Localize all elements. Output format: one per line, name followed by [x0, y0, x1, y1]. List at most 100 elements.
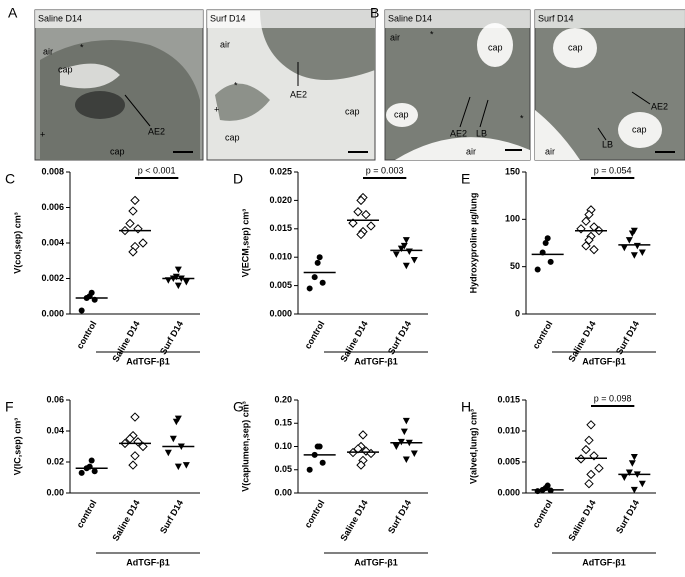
- image-label: *: [430, 29, 434, 39]
- y-tick-label: 0.002: [41, 273, 64, 283]
- image-label: AE2: [651, 101, 668, 111]
- y-tick-label: 0.015: [497, 394, 520, 404]
- point: [625, 237, 633, 244]
- p-value: p = 0.003: [366, 165, 404, 175]
- point: [319, 279, 326, 286]
- y-tick-label: 100: [505, 214, 520, 224]
- image-label: air: [390, 32, 400, 42]
- frame-title: Saline D14: [38, 13, 82, 23]
- point: [405, 248, 413, 256]
- point: [397, 245, 405, 253]
- x-tick-label: control: [303, 498, 327, 529]
- p-value: p = 0.054: [594, 165, 632, 175]
- point: [589, 244, 599, 255]
- y-tick-label: 0.004: [41, 237, 64, 247]
- point: [182, 462, 190, 469]
- panel-letter: E: [461, 171, 470, 187]
- group-label: AdTGF-β1: [126, 557, 170, 567]
- image-label: +: [214, 104, 219, 114]
- group-label: AdTGF-β1: [582, 557, 626, 567]
- p-value: p = 0.098: [594, 393, 632, 403]
- point: [138, 238, 148, 248]
- point: [628, 230, 636, 238]
- point: [88, 457, 95, 464]
- point: [306, 285, 313, 292]
- y-tick-label: 0.015: [269, 223, 292, 233]
- point: [128, 460, 138, 470]
- x-tick-label: control: [75, 319, 99, 350]
- y-tick-label: 0.00: [46, 487, 64, 497]
- point: [182, 279, 190, 286]
- micrograph-a: A Saline D14 air cap * + AE2 cap Surf D1…: [8, 5, 376, 161]
- y-axis-label: V(IC,sep) cm³: [12, 418, 22, 476]
- point: [586, 420, 596, 430]
- airspace: [535, 110, 580, 160]
- point: [630, 486, 638, 494]
- point: [638, 480, 646, 488]
- point: [576, 224, 586, 234]
- frame-title: Surf D14: [210, 13, 246, 23]
- p-value: p < 0.001: [138, 165, 176, 175]
- point: [138, 441, 148, 452]
- point: [78, 469, 85, 476]
- point: [356, 460, 366, 470]
- image-label: air: [220, 39, 230, 49]
- x-tick-label: Surf D14: [614, 319, 641, 356]
- image-label: AE2: [450, 128, 467, 138]
- image-label: air: [43, 46, 53, 56]
- image-label: cap: [110, 146, 125, 156]
- group-label: AdTGF-β1: [126, 356, 170, 366]
- point: [586, 469, 596, 480]
- image-label: cap: [345, 106, 360, 116]
- y-tick-label: 0.005: [497, 456, 520, 466]
- y-tick-label: 0.06: [46, 394, 64, 404]
- arrow: [479, 99, 489, 128]
- point: [316, 254, 323, 261]
- image-label: cap: [225, 132, 240, 142]
- micrograph-b: B Saline D14 air * cap cap AE2 LB * air …: [370, 5, 685, 161]
- arrow: [631, 91, 651, 105]
- y-tick-label: 0.000: [41, 308, 64, 318]
- tissue: [215, 83, 270, 121]
- point: [91, 468, 98, 475]
- x-tick-label: Saline D14: [110, 498, 141, 542]
- point: [128, 206, 138, 216]
- y-tick-label: 0.00: [274, 487, 292, 497]
- image-label: air: [545, 146, 555, 156]
- y-tick-label: 0.010: [269, 252, 292, 262]
- point: [633, 242, 641, 250]
- point: [402, 456, 410, 464]
- x-tick-label: control: [303, 319, 327, 350]
- y-tick-label: 0.02: [46, 456, 64, 466]
- point: [581, 241, 591, 251]
- point: [542, 240, 549, 246]
- point: [584, 435, 594, 446]
- capillary: [386, 103, 418, 127]
- x-tick-label: control: [531, 319, 555, 350]
- x-tick-label: Saline D14: [566, 498, 597, 542]
- arrow: [124, 94, 151, 127]
- point: [584, 478, 594, 489]
- point: [534, 266, 541, 273]
- image-label: LB: [602, 139, 613, 149]
- image-label: +: [40, 129, 45, 139]
- point: [620, 474, 628, 481]
- x-tick-label: Surf D14: [158, 498, 185, 535]
- capillary: [618, 112, 662, 148]
- point: [392, 443, 400, 450]
- point: [620, 244, 628, 252]
- nucleus: [75, 91, 125, 119]
- point: [402, 262, 410, 270]
- image-label: cap: [632, 124, 647, 134]
- frame-title: Saline D14: [388, 13, 432, 23]
- point: [348, 218, 358, 228]
- panel-letter: G: [233, 399, 244, 415]
- point: [174, 266, 182, 274]
- x-tick-label: Surf D14: [386, 498, 413, 535]
- point: [133, 224, 143, 234]
- title-bg: [535, 10, 685, 28]
- point: [174, 282, 182, 290]
- y-tick-label: 0.04: [46, 425, 64, 435]
- panel-letter: F: [5, 399, 14, 415]
